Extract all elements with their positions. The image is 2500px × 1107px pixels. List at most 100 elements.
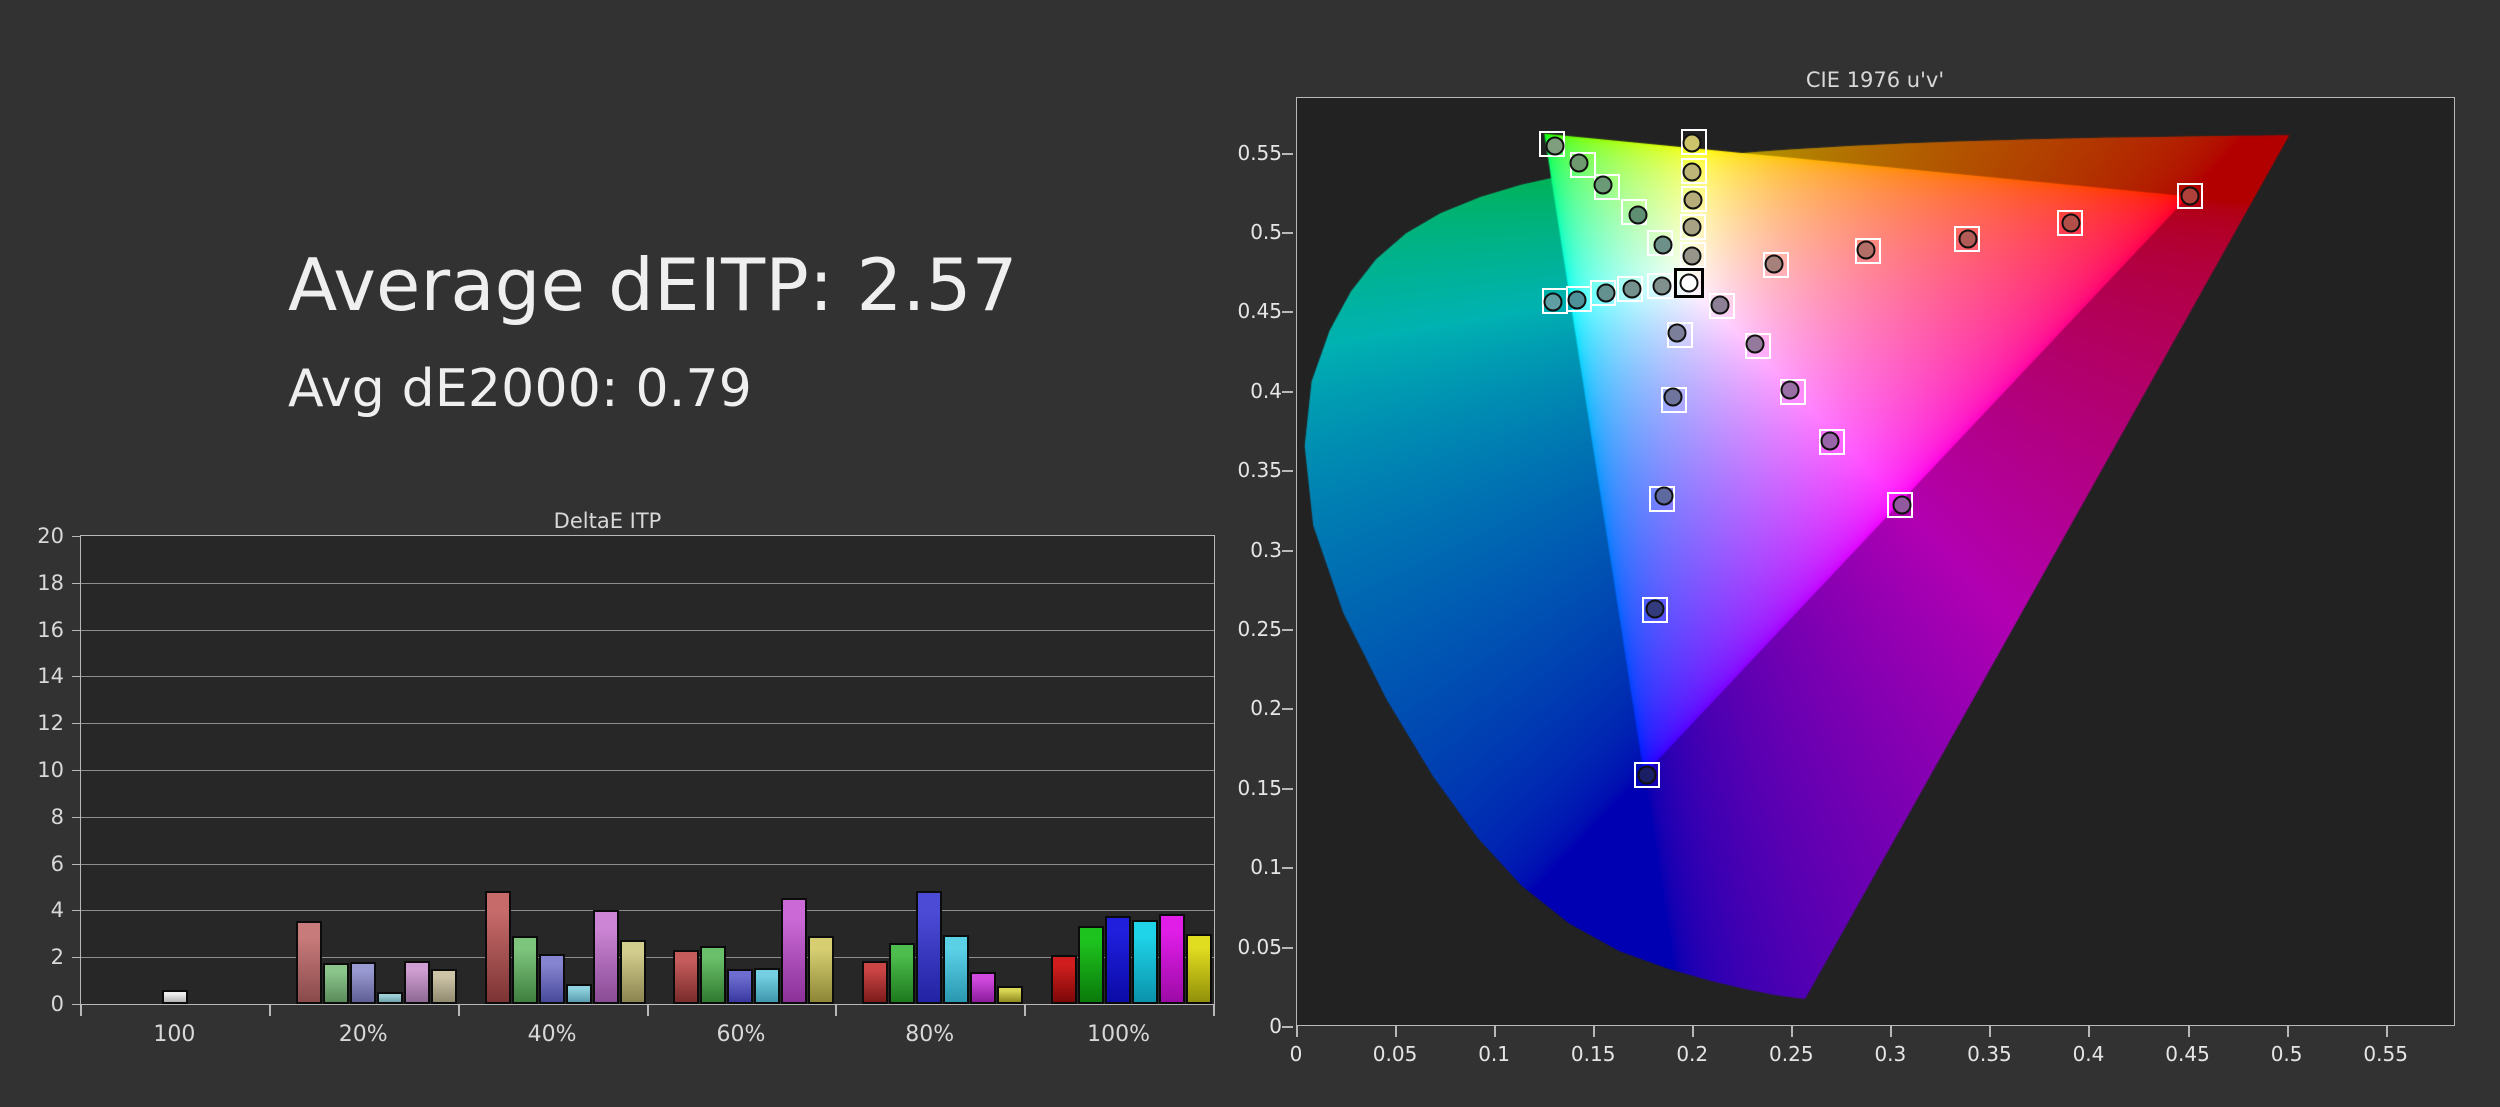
cie-target-box-magenta-20: [1708, 293, 1735, 320]
cie-measured-point-red-20: [1764, 254, 1784, 274]
cie-target-box-red-80: [2056, 209, 2083, 236]
bar-20pct-yellow: [430, 968, 457, 1004]
cie-target-box-red-100: [2176, 183, 2203, 210]
cie-measured-point-yellow-20: [1682, 246, 1702, 266]
cie-measured-point-yellow-40: [1682, 217, 1702, 237]
cie-measured-point-green-80: [1569, 153, 1589, 173]
bar-y-tick-label: 4: [50, 898, 64, 923]
cie-measured-point-magenta-20: [1710, 295, 1730, 315]
bar-gridline: [81, 582, 1214, 584]
cie-target-box-white-ref: [1673, 268, 1704, 299]
bar-y-tick-label: 16: [37, 617, 64, 642]
bar-60pct-blue: [727, 968, 754, 1004]
bar-x-tick-mark: [1213, 1005, 1215, 1016]
cie-target-box-yellow-60: [1681, 185, 1708, 212]
bar-40pct-yellow: [619, 939, 646, 1004]
bar-gridline: [81, 957, 1214, 959]
bar-y-tick-label: 18: [37, 570, 64, 595]
cie-y-tick-label: 0.25: [1237, 616, 1282, 641]
cie-target-box-red-20: [1763, 251, 1790, 278]
bar-y-tick-label: 14: [37, 664, 64, 689]
bar-chart-x-axis: 100 20% 40% 60% 80% 100%: [80, 1005, 1215, 1060]
cie-x-tick-mark: [1989, 1026, 1992, 1037]
cie-x-tick-mark: [2385, 1026, 2388, 1037]
bar-x-tick-label: 20%: [338, 1022, 388, 1047]
bar-80pct-green: [889, 943, 916, 1004]
cie-measured-point-white-ref: [1679, 273, 1699, 293]
cie-x-tick-label: 0.2: [1676, 1042, 1709, 1066]
cie-y-tick-label: 0.3: [1250, 537, 1282, 562]
cie-y-tick-mark: [1282, 628, 1293, 631]
cie-plot-area: [1296, 97, 2455, 1026]
cie-measured-point-yellow-60: [1683, 190, 1703, 210]
bar-y-tick-label: 8: [50, 804, 64, 829]
bar-y-tick-mark: [72, 770, 80, 771]
bar-60pct-yellow: [808, 936, 835, 1004]
bar-y-tick-mark: [72, 863, 80, 865]
cie-x-tick-label: 0.3: [1874, 1042, 1907, 1066]
cie-x-tick-mark: [2286, 1026, 2289, 1037]
cie-y-tick-mark: [1282, 152, 1293, 155]
bar-100pct-blue: [1105, 916, 1132, 1004]
cie-target-box-magenta-100: [1887, 492, 1914, 519]
bar-y-tick-mark: [72, 629, 80, 631]
cie-measured-point-blue-60: [1654, 486, 1674, 506]
cie-y-tick-mark: [1282, 1026, 1293, 1028]
bar-y-tick-label: 10: [37, 758, 64, 782]
cie-y-tick-mark: [1282, 390, 1293, 393]
bar-80pct-magenta: [970, 972, 997, 1004]
cie-target-box-blue-80: [1641, 597, 1668, 624]
cie-measured-point-red-80: [2061, 213, 2081, 233]
cie-chart-title: CIE 1976 u'v': [1805, 68, 1945, 92]
cie-measured-point-magenta-40: [1745, 334, 1765, 354]
bar-40pct-cyan: [565, 984, 592, 1004]
cie-chromaticity-panel: CIE 1976 u'v' 0 0.05 0.1 0.15 0.2 0.25 0.3 0.35…: [1237, 0, 2500, 1107]
bar-y-tick-mark: [72, 676, 80, 678]
cie-target-box-cyan-20: [1646, 273, 1673, 300]
cie-measured-point-cyan-40: [1622, 279, 1642, 299]
bar-gridline: [81, 676, 1214, 678]
bar-y-tick-mark: [72, 957, 80, 959]
bar-x-tick-label: 100%: [1087, 1022, 1151, 1047]
bar-20pct-blue: [349, 962, 376, 1004]
bar-x-tick-mark: [268, 1005, 271, 1016]
cie-y-tick-label: 0.15: [1237, 775, 1282, 800]
bar-gridline: [81, 863, 1214, 865]
cie-x-tick-label: 0: [1289, 1042, 1303, 1066]
cie-y-tick-label: 0.55: [1237, 140, 1282, 165]
bar-gridline: [81, 910, 1214, 912]
cie-x-tick-mark: [1692, 1026, 1695, 1037]
bar-100pct-green: [1078, 925, 1105, 1004]
cie-measured-point-blue-40: [1663, 387, 1683, 407]
cie-y-axis: 0 0.05 0.1 0.15 0.2 0.25 0.3 0.35 0.4 0.45 0.5 0.55: [1237, 97, 1294, 1038]
bar-chart-y-axis: 0 2 4 6 8 10 12 14 16 18 20: [0, 524, 80, 1016]
cie-y-tick-label: 0.05: [1237, 934, 1282, 959]
bar-60pct-green: [700, 945, 727, 1004]
cie-target-box-yellow-40: [1680, 213, 1707, 240]
bar-y-tick-mark: [72, 723, 80, 725]
bar-x-tick-mark: [835, 1005, 838, 1016]
bar-20pct-cyan: [376, 992, 403, 1004]
bar-y-tick-label: 12: [37, 711, 64, 736]
cie-measured-point-green-40: [1628, 205, 1648, 225]
cie-x-tick-mark: [1395, 1026, 1398, 1037]
cie-y-tick-label: 0.5: [1250, 219, 1282, 244]
bar-40pct-magenta: [592, 910, 619, 1004]
cie-x-tick-mark: [1791, 1026, 1794, 1037]
bar-100pct-red: [1051, 954, 1078, 1004]
cie-target-box-yellow-20: [1680, 242, 1707, 269]
cie-measured-point-cyan-60: [1596, 283, 1616, 303]
cie-x-axis: 0 0.05 0.1 0.15 0.2 0.25 0.3 0.35 0.4 0.45 0.5 0.55: [1290, 1026, 2455, 1086]
cie-measured-point-green-100: [1545, 136, 1565, 156]
bar-20pct-green: [322, 963, 349, 1004]
bar-80pct-red: [862, 960, 889, 1004]
cie-x-tick-label: 0.25: [1769, 1042, 1814, 1066]
cie-y-tick-mark: [1282, 549, 1293, 552]
bar-80pct-blue: [916, 890, 943, 1004]
cie-y-tick-mark: [1282, 946, 1293, 949]
cie-target-box-red-60: [1953, 226, 1980, 253]
cie-x-tick-mark: [1296, 1026, 1298, 1037]
cie-x-tick-label: 0.45: [2165, 1042, 2210, 1066]
bar-x-tick-label: 40%: [527, 1022, 577, 1047]
